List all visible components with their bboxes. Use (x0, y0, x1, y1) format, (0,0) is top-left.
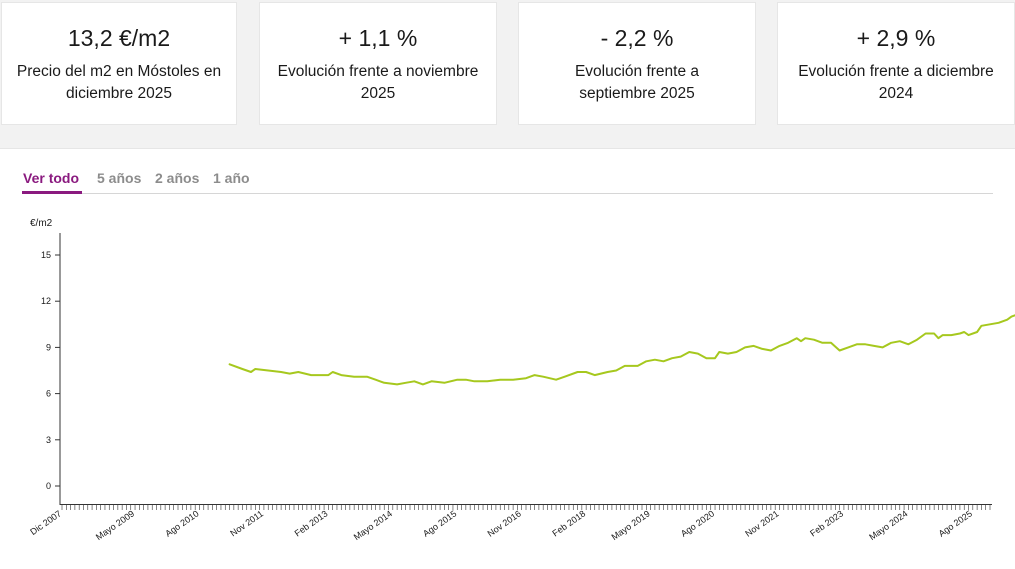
axes: 0 3 6 9 12 15 Dic 2007 Mayo 2009 Ago 2010 Nov 201… (28, 233, 992, 542)
tab-1-ano[interactable]: 1 año (213, 170, 250, 186)
y-axis-unit: €/m2 (30, 218, 53, 229)
x-tick-label: Ago 2025 (937, 508, 974, 538)
kpi-label: Evolución frente a noviembre 2025 (277, 63, 479, 102)
kpi-card-year: + 2,9 % Evolución frente a diciembre 202… (777, 2, 1015, 125)
tab-2-anos[interactable]: 2 años (155, 170, 200, 186)
y-tick-label: 12 (41, 296, 51, 306)
y-tick-label: 15 (41, 250, 51, 260)
x-tick-label: Ago 2015 (421, 508, 458, 538)
kpi-label: Evolución frente a diciembre 2024 (798, 63, 994, 102)
x-tick-label: Ago 2020 (679, 508, 716, 538)
x-tick-label: Nov 2021 (743, 508, 780, 538)
x-tick-label: Mayo 2024 (867, 508, 909, 542)
kpi-value: + 1,1 % (338, 25, 418, 51)
chart-card: Ver todo 5 años 2 años 1 año €/m2 0 3 6 9 12… (0, 148, 1015, 569)
period-tabs: Ver todo 5 años 2 años 1 año (22, 169, 993, 194)
series-group (228, 314, 1015, 386)
tab-5-anos[interactable]: 5 años (97, 170, 142, 186)
y-tick-label: 9 (46, 342, 51, 352)
x-tick-label: Ago 2010 (163, 508, 200, 538)
x-tick-label: Dic 2007 (28, 508, 63, 537)
kpi-card-price: 13,2 €/m2 Precio del m2 en Móstoles en d… (1, 2, 237, 125)
kpi-value: 13,2 €/m2 (67, 25, 171, 51)
x-tick-label: Feb 2018 (550, 508, 587, 538)
kpi-label: Precio del m2 en Móstoles en diciembre 2… (16, 63, 222, 102)
tab-ver-todo[interactable]: Ver todo (23, 170, 80, 186)
x-tick-label: Feb 2013 (293, 508, 330, 538)
kpi-row: 13,2 €/m2 Precio del m2 en Móstoles en d… (0, 0, 1015, 125)
kpi-card-month: + 1,1 % Evolución frente a noviembre 202… (259, 2, 497, 125)
kpi-card-quarter: - 2,2 % Evolución frente a septiembre 20… (518, 2, 756, 125)
y-tick-label: 3 (46, 435, 51, 445)
price-line-chart: €/m2 0 3 6 9 12 15 Dic 2007 Mayo 2009 Ago 2010 No… (28, 218, 1015, 542)
x-tick-label: Mayo 2009 (94, 508, 136, 542)
x-tick-label: Mayo 2019 (610, 508, 652, 542)
y-tick-label: 0 (46, 481, 51, 491)
series-line-price (228, 314, 1015, 386)
x-tick-label: Mayo 2014 (352, 508, 394, 542)
kpi-label: Evolución frente a septiembre 2025 (574, 63, 700, 102)
x-tick-label: Feb 2023 (808, 508, 845, 538)
active-tab-indicator (22, 191, 82, 194)
x-tick-label: Nov 2011 (228, 508, 265, 538)
kpi-value: + 2,9 % (856, 25, 936, 51)
kpi-value: - 2,2 % (600, 25, 674, 51)
x-tick-label: Nov 2016 (486, 508, 523, 538)
y-tick-label: 6 (46, 389, 51, 399)
